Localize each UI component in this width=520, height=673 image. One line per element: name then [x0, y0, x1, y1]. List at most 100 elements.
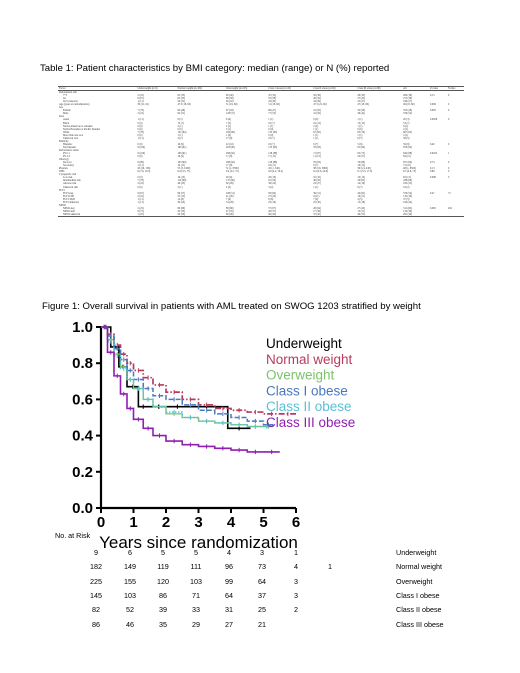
table-cell: 0.0025	[429, 151, 438, 155]
table-row: IA+vorinostat 1 (11) 56 (31) 49 (22) 43 (30)…	[58, 100, 464, 103]
patient-characteristics-table: Factor Underweight (n=9) Normal weight (n=…	[58, 85, 464, 290]
table-cell: 0 (0)	[137, 133, 143, 137]
table-row: Not hispanic 9 (100) 166 (91) 203 (90) 135 (…	[58, 146, 464, 149]
table-cell: 0.15	[429, 94, 435, 98]
table-cell: 43 (35)	[177, 209, 186, 213]
table-cell: 7 (78)	[137, 179, 144, 183]
column-header: Class II obese (n=82)	[312, 85, 357, 92]
risk-count: 3	[260, 548, 264, 557]
table-cell: FLT3-ITD	[63, 194, 74, 198]
risk-count: 31	[225, 605, 233, 615]
table-cell: Intermediate risk	[63, 179, 81, 183]
table-cell: Black	[63, 121, 70, 125]
risk-count: 37	[258, 590, 266, 600]
risk-count: 111	[190, 562, 202, 572]
table-row: Male 2 (22) 92 (51) 128 (57) 77 (53) 41 (50) 3…	[58, 112, 464, 115]
table-cell: 16 (9)	[177, 142, 184, 146]
legend-entry: Class I obese	[266, 383, 348, 398]
column-header: Overweight (n=225)	[224, 85, 268, 92]
table-row: Sex	[58, 106, 464, 109]
risk-count: 82	[92, 605, 100, 615]
table-cell: 0 (0)	[137, 185, 143, 189]
table-cell: NPM1	[59, 203, 66, 207]
table-cell: 71 (87)	[313, 151, 321, 155]
table-row: Unknown race 1 (11) 4 (2) 17 (8) 10 (7) 1 (1)…	[58, 137, 464, 140]
table-cell: 17 (8)	[225, 155, 233, 159]
table-cell: 0 (0)	[313, 118, 319, 122]
survival-curve-normal-weight	[101, 326, 296, 415]
table-cell: 119 (18)	[403, 194, 412, 198]
table-cell: 5 (6)	[357, 142, 363, 146]
risk-count: 29	[192, 619, 200, 629]
table-cell: 13 (15)	[357, 121, 365, 125]
table-row: Native American or Alaskan 0 (0) 2 (1) 2 (1…	[58, 125, 464, 128]
table-cell: 57 (67)	[268, 206, 276, 210]
table-cell: 1 (0)	[225, 133, 231, 137]
table-cell: 47 (18, 60)	[357, 103, 369, 107]
table-cell: 76 (88)	[357, 161, 365, 165]
risk-count: 25	[258, 605, 266, 615]
table-header-row: Factor Underweight (n=9) Normal weight (n=…	[58, 85, 464, 92]
risk-count: 52	[126, 605, 134, 615]
table-row: NPM1-neg 2 (25) 80 (60) 88 (66) 57 (67) 28 (6…	[58, 207, 464, 210]
table-cell: 97 (43)	[225, 109, 234, 113]
table-row: De novo 8 (89) 163 (90) 208 (92) 128 (88) 76 …	[58, 161, 464, 164]
table-cell: 108 (51)	[225, 191, 235, 195]
table-cell: 1 (1)	[357, 133, 363, 137]
table-cell: Hispanic	[63, 142, 73, 146]
table-cell: 92 (51)	[177, 112, 186, 116]
risk-count: 96	[225, 562, 233, 572]
table-cell: 203 (90)	[225, 145, 235, 149]
table-cell: 10 (7)	[268, 121, 275, 125]
risk-group-label: Class III obese	[396, 619, 444, 629]
table-cell: 7 (78)	[137, 109, 144, 113]
table-cell: NPM1 unknown	[58, 212, 137, 217]
table-cell: 7 (9)	[313, 197, 319, 201]
table-row: Platelets 45 (20, 136) 55 (3, 1900) 51 (1, …	[58, 167, 464, 170]
table-cell: 607 (83)	[403, 130, 413, 134]
table-cell: 26 (30)	[357, 94, 365, 98]
table-cell: 1 (1)	[268, 118, 274, 122]
table-cell: 45 (1, 540)	[268, 167, 280, 171]
table-cell: 25 (15)	[177, 194, 186, 198]
table-cell: 81 (94)	[357, 145, 365, 149]
risk-count: 155	[124, 576, 136, 586]
table-cell: 72 (10)	[403, 164, 411, 168]
y-tick-label: 0.6	[72, 391, 93, 408]
table-cell: 50 (58)	[357, 109, 365, 113]
table-cell: 43 (30)	[268, 100, 276, 104]
table-cell: Performance status	[59, 148, 79, 152]
table-cell: 17 (39)	[313, 209, 321, 213]
table-cell: 55 (38)	[268, 97, 276, 101]
survival-curve-class-iii-obese	[101, 326, 280, 453]
table-cell: 1 (1)	[357, 124, 363, 128]
table-cell: 0 (0)	[137, 155, 143, 159]
table-cell: Unknown race	[63, 136, 79, 140]
table-cell: 9.1 (3.3, 17.5)	[357, 170, 373, 174]
table-cell: 194 (86)	[225, 130, 235, 134]
table-cell: 63 (35)	[177, 94, 186, 98]
risk-count: 149	[124, 562, 136, 572]
table-cell: 48 (1, 8500)	[403, 167, 416, 171]
table-cell: 39.5 (4, 430)	[357, 167, 371, 171]
table-row: Female 7 (78) 90 (49) 97 (43) 68 (47) 41 (50)…	[58, 109, 464, 112]
table-cell: 10 (10)	[313, 176, 321, 180]
table-row: Adverse risk 2 (22) 46 (25) 62 (28) 36 (24) 2…	[58, 182, 464, 185]
table-row: Hispanic 0 (0) 16 (9) 22 (10) 10 (7) 6 (7) 5 (…	[58, 143, 464, 146]
legend-entry: Normal weight	[266, 352, 353, 367]
table-cell: Cytogenetic risk	[59, 173, 77, 177]
table-cell: 11 (13)	[313, 155, 321, 159]
table-cell: 128 (88)	[268, 151, 278, 155]
table-cell: 20 (3)	[403, 118, 410, 122]
table-cell: 25 (30)	[313, 200, 321, 204]
survival-chart: 0 1 2 3 4 5 6 0.0 0.2 0.4 0.6 0.8 1.0 Years since ran…	[72, 319, 355, 552]
table-cell: Secondary	[63, 164, 74, 168]
table-cell: 353 (48)	[403, 109, 413, 113]
table-cell: 376 (54)	[403, 191, 413, 195]
table-cell: 9 (5)	[177, 118, 183, 122]
table-caption: Table 1: Patient characteristics by BMI …	[40, 63, 390, 74]
table-cell: 44 (62)	[357, 191, 365, 195]
table-cell: 9.4 (3.5, 75)	[177, 170, 191, 174]
table-cell: 80 (60)	[177, 206, 186, 210]
table-cell: 72	[448, 191, 451, 195]
